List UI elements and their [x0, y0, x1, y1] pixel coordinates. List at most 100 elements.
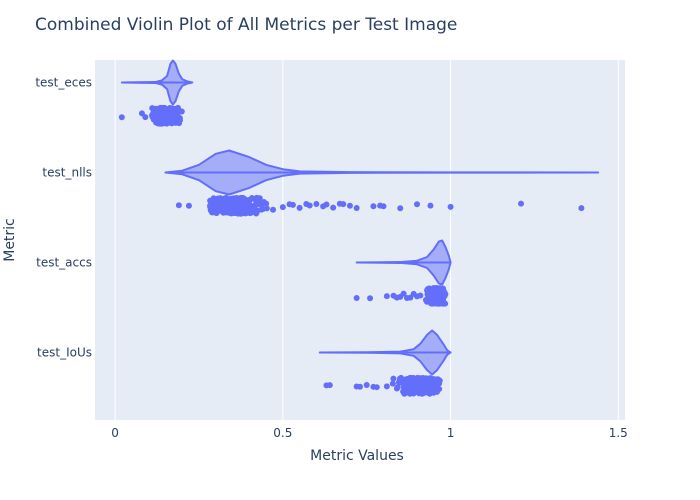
data-point — [207, 202, 214, 209]
data-point — [370, 203, 377, 210]
data-point — [239, 194, 246, 201]
data-point — [233, 205, 240, 212]
data-point — [254, 195, 261, 202]
data-point — [118, 114, 125, 121]
data-point — [422, 378, 429, 385]
x-tick-label: 1 — [447, 426, 455, 440]
x-tick-labels: 0 0.5 1 1.5 — [111, 426, 628, 440]
y-tick-label: test_accs — [36, 256, 92, 270]
x-tick-label: 0 — [111, 426, 119, 440]
data-point — [142, 114, 149, 121]
data-point — [258, 206, 265, 213]
data-point — [406, 384, 413, 391]
data-point — [263, 205, 270, 212]
y-tick-label: test_IoUs — [37, 346, 92, 360]
data-point — [420, 385, 427, 392]
violins — [120, 59, 600, 376]
data-point — [258, 201, 265, 208]
data-point — [353, 295, 360, 302]
chart-title: Combined Violin Plot of All Metrics per … — [35, 15, 457, 35]
data-point — [306, 202, 313, 209]
data-point — [209, 209, 216, 216]
data-point — [253, 199, 260, 206]
data-point — [399, 380, 406, 387]
data-point — [227, 196, 234, 203]
data-point — [426, 292, 433, 299]
data-point — [323, 201, 330, 208]
x-tick-label: 1.5 — [609, 426, 628, 440]
data-point — [233, 195, 240, 202]
x-tick-label: 0.5 — [273, 426, 292, 440]
data-point — [326, 382, 333, 389]
data-point — [373, 384, 380, 391]
data-point — [313, 201, 320, 208]
data-point — [407, 389, 414, 396]
data-point — [410, 377, 417, 384]
y-tick-label: test_eces — [35, 76, 92, 90]
data-point — [168, 105, 175, 112]
data-point — [296, 204, 303, 211]
data-point — [417, 292, 424, 299]
data-point — [414, 201, 421, 208]
data-point — [228, 210, 235, 217]
data-point — [426, 390, 433, 397]
data-point — [346, 202, 353, 209]
data-point — [185, 202, 192, 209]
data-point — [340, 201, 347, 208]
data-point — [270, 206, 277, 213]
data-point — [238, 210, 245, 217]
data-point — [394, 384, 401, 391]
data-point — [163, 119, 170, 126]
data-point — [220, 208, 227, 215]
data-point — [175, 202, 182, 209]
data-point — [367, 295, 374, 302]
data-point — [229, 201, 236, 208]
data-point — [219, 204, 226, 211]
data-point — [363, 381, 370, 388]
data-point — [435, 295, 442, 302]
plot-area — [95, 60, 625, 420]
data-point — [289, 201, 296, 208]
data-point — [383, 383, 390, 390]
data-point — [240, 201, 247, 208]
data-point — [431, 385, 438, 392]
data-point — [397, 205, 404, 212]
data-point — [330, 204, 337, 211]
data-point — [390, 375, 397, 382]
data-point — [427, 202, 434, 209]
data-point — [423, 298, 430, 305]
data-point — [207, 197, 214, 204]
data-point — [279, 204, 286, 211]
data-points — [118, 104, 585, 397]
data-point — [155, 113, 162, 120]
data-point — [246, 196, 253, 203]
data-point — [158, 117, 165, 124]
data-point — [518, 200, 525, 207]
y-tick-label: test_nlls — [42, 166, 92, 180]
data-point — [436, 380, 443, 387]
data-point — [380, 203, 387, 210]
data-point — [214, 195, 221, 202]
data-point — [171, 116, 178, 123]
data-point — [150, 105, 157, 112]
y-axis-title: Metric — [2, 218, 18, 262]
data-point — [433, 300, 440, 307]
data-point — [176, 120, 183, 127]
data-point — [353, 204, 360, 211]
data-point — [383, 293, 390, 300]
grid-lines — [114, 60, 619, 420]
data-point — [218, 199, 225, 206]
data-point — [247, 205, 254, 212]
y-tick-labels: test_eces test_nlls test_accs test_IoUs — [35, 76, 92, 360]
data-point — [389, 380, 396, 387]
data-point — [211, 203, 218, 210]
data-point — [223, 194, 230, 201]
data-point — [402, 388, 409, 395]
data-point — [434, 287, 441, 294]
data-point — [400, 290, 407, 297]
x-axis-title: Metric Values — [310, 448, 404, 464]
data-point — [176, 108, 183, 115]
data-point — [357, 383, 363, 390]
data-point — [578, 205, 585, 212]
